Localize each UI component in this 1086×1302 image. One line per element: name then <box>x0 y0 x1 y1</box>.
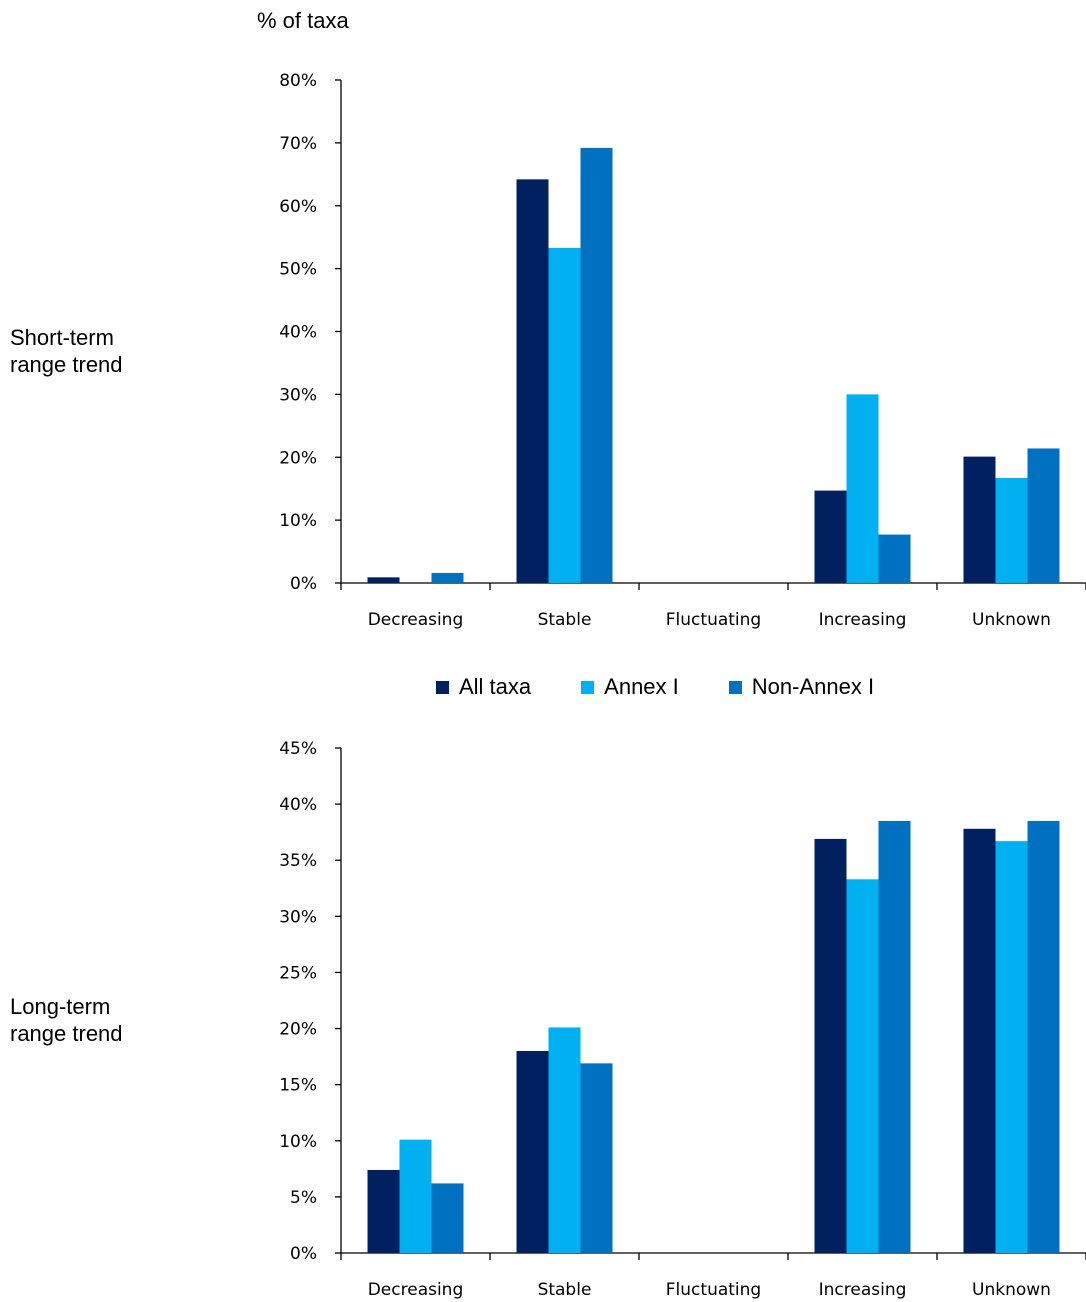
long-term-x-tick-label: Unknown <box>972 1280 1051 1300</box>
legend-swatch-annex-i <box>581 680 595 694</box>
long-term-x-tick-label: Stable <box>538 1280 592 1300</box>
short-term-x-tick-label: Fluctuating <box>666 610 761 630</box>
legend-item-annex-i: Annex I <box>581 674 679 700</box>
long-term-bar-annex-i <box>995 841 1028 1253</box>
long-term-bar-all-taxa <box>963 828 996 1253</box>
long-term-bar-all-taxa <box>367 1169 400 1253</box>
short-term-y-tick-label: 10% <box>279 511 317 531</box>
legend-label-annex-i: Annex I <box>604 674 679 699</box>
long-term-bar-non-annex-i <box>1027 820 1060 1253</box>
short-term-y-tick-label: 0% <box>290 574 317 594</box>
legend-item-all-taxa: All taxa <box>436 674 531 700</box>
long-term-y-tick-label: 30% <box>279 907 317 927</box>
short-term-x-tick-label: Decreasing <box>368 610 464 630</box>
short-term-y-tick-label: 40% <box>279 323 317 343</box>
short-term-bar-non-annex-i <box>580 147 613 583</box>
short-term-bar-chart: 0% 10% 20% 30% 40% 50% 60% 70% 80% Decreasing Stab… <box>279 71 1086 630</box>
short-term-y-tick-label: 20% <box>279 448 317 468</box>
long-term-bar-chart: 0% 5% 10% 15% 20% 25% 30% 35% 40% 45% Decreasing St… <box>279 739 1086 1300</box>
long-term-y-tick-label: 35% <box>279 851 317 871</box>
long-term-y-tick-label: 0% <box>290 1244 317 1264</box>
long-term-bar-non-annex-i <box>431 1183 464 1253</box>
short-term-bar-non-annex-i <box>431 572 464 583</box>
short-term-bar-annex-i <box>548 247 581 583</box>
long-term-x-tick-label: Increasing <box>819 1280 907 1300</box>
short-term-y-tick-label: 70% <box>279 134 317 154</box>
short-term-bar-annex-i <box>846 394 879 583</box>
long-term-bar-non-annex-i <box>580 1063 613 1253</box>
legend-swatch-all-taxa <box>436 680 449 694</box>
legend-swatch-non-annex-i <box>728 680 742 694</box>
short-term-y-tick-label: 80% <box>279 71 317 91</box>
legend-item-non-annex-i: Non-Annex I <box>728 674 875 700</box>
short-term-y-tick-label: 50% <box>279 260 317 280</box>
short-term-row-label-line2: range trend <box>10 352 123 377</box>
long-term-bar-annex-i <box>548 1027 581 1253</box>
short-term-row-label: Short-term range trend <box>10 324 123 378</box>
legend-label-all-taxa: All taxa <box>459 674 532 699</box>
short-term-x-tick-label: Stable <box>538 610 592 630</box>
long-term-bar-all-taxa <box>516 1051 549 1253</box>
long-term-row-label-line1: Long-term <box>10 994 111 1019</box>
short-term-bar-all-taxa <box>516 179 549 583</box>
long-term-bar-annex-i <box>399 1139 432 1253</box>
long-term-bar-non-annex-i <box>878 820 911 1253</box>
long-term-y-tick-label: 10% <box>279 1132 317 1152</box>
short-term-bar-non-annex-i <box>1027 448 1060 583</box>
long-term-y-tick-label: 40% <box>279 795 317 815</box>
long-term-y-tick-label: 5% <box>290 1188 317 1208</box>
long-term-y-tick-label: 45% <box>279 739 317 759</box>
long-term-y-tick-label: 20% <box>279 1020 317 1040</box>
long-term-y-tick-label: 25% <box>279 963 317 983</box>
y-axis-title: % of taxa <box>257 8 349 33</box>
short-term-bar-all-taxa <box>963 456 996 583</box>
legend-label-non-annex-i: Non-Annex I <box>751 674 875 699</box>
long-term-bar-all-taxa <box>814 838 847 1253</box>
long-term-bar-annex-i <box>846 879 879 1253</box>
long-term-x-tick-label: Fluctuating <box>666 1280 761 1300</box>
short-term-y-tick-label: 60% <box>279 197 317 217</box>
short-term-bar-non-annex-i <box>878 534 911 583</box>
short-term-bar-all-taxa <box>367 577 400 583</box>
long-term-row-label-line2: range trend <box>10 1021 123 1046</box>
short-term-y-tick-label: 30% <box>279 385 317 405</box>
short-term-bar-annex-i <box>995 477 1028 583</box>
long-term-y-tick-label: 15% <box>279 1076 317 1096</box>
short-term-x-tick-label: Unknown <box>972 610 1051 630</box>
legend: All taxa Annex I Non-Annex I <box>436 674 924 700</box>
short-term-x-tick-label: Increasing <box>819 610 907 630</box>
short-term-row-label-line1: Short-term <box>10 325 114 350</box>
long-term-x-tick-label: Decreasing <box>368 1280 464 1300</box>
long-term-row-label: Long-term range trend <box>10 993 123 1047</box>
short-term-bar-all-taxa <box>814 490 847 583</box>
